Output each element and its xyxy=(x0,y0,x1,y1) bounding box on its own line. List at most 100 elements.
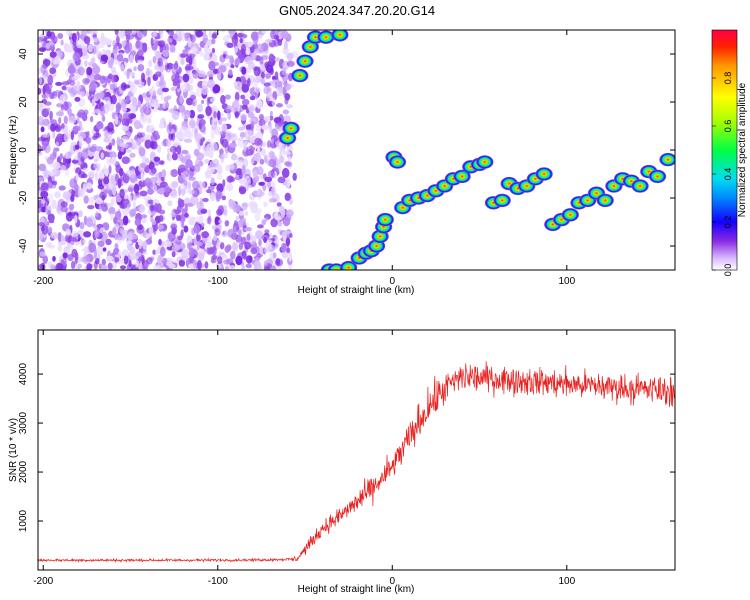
noise-speck xyxy=(52,35,58,44)
noise-speck xyxy=(261,30,267,34)
noise-speck xyxy=(180,248,190,258)
noise-speck xyxy=(210,98,214,103)
noise-speck xyxy=(158,160,165,165)
noise-speck xyxy=(254,137,262,146)
noise-speck xyxy=(183,225,189,233)
noise-speck xyxy=(281,145,286,153)
noise-speck xyxy=(175,249,179,256)
noise-speck xyxy=(244,227,253,232)
noise-speck xyxy=(292,172,297,181)
noise-speck xyxy=(107,122,114,132)
noise-speck xyxy=(285,161,293,167)
noise-speck xyxy=(207,164,215,174)
noise-speck xyxy=(170,169,178,178)
noise-speck xyxy=(260,78,266,85)
noise-speck xyxy=(169,44,176,53)
noise-speck xyxy=(179,153,184,162)
noise-speck xyxy=(145,157,149,164)
noise-speck xyxy=(100,152,105,159)
noise-speck xyxy=(57,244,63,252)
noise-speck xyxy=(81,112,88,121)
ridge-point xyxy=(648,169,667,184)
noise-speck xyxy=(200,181,206,188)
noise-speck xyxy=(216,164,223,175)
noise-speck xyxy=(224,245,231,253)
noise-speck xyxy=(55,111,64,117)
noise-speck xyxy=(181,170,190,181)
ridge-point xyxy=(282,121,301,136)
noise-speck xyxy=(210,177,215,186)
noise-speck xyxy=(285,209,294,217)
y-tick-label: -20 xyxy=(18,190,29,205)
noise-speck xyxy=(85,91,89,97)
noise-speck xyxy=(141,92,148,98)
noise-speck xyxy=(86,182,93,190)
noise-speck xyxy=(187,182,192,190)
noise-speck xyxy=(147,199,154,205)
noise-speck xyxy=(117,151,123,160)
noise-speck xyxy=(90,115,94,123)
snr-panel: -200 -100 0 100 1000 2000 3000 4000 Height of s… xyxy=(8,329,676,595)
noise-speck xyxy=(260,148,266,156)
noise-speck xyxy=(200,208,208,214)
noise-speck xyxy=(168,263,176,269)
noise-speck xyxy=(75,39,85,49)
snr-line xyxy=(38,361,675,563)
noise-speck xyxy=(101,264,108,270)
x-tick-label: -200 xyxy=(33,276,53,287)
noise-speck xyxy=(253,152,262,162)
noise-speck xyxy=(231,108,237,113)
noise-speck xyxy=(170,223,178,230)
noise-speck xyxy=(88,82,96,93)
noise-speck xyxy=(213,111,218,119)
y-tick-label: -40 xyxy=(18,238,29,253)
noise-speck xyxy=(147,124,155,134)
noise-speck xyxy=(171,181,179,188)
noise-speck xyxy=(270,265,276,270)
noise-speck xyxy=(169,211,176,218)
noise-speck xyxy=(179,93,184,105)
noise-speck xyxy=(158,40,166,48)
noise-speck xyxy=(181,221,185,229)
noise-speck xyxy=(282,150,291,156)
noise-speck xyxy=(92,37,98,43)
noise-speck xyxy=(160,176,165,182)
noise-speck xyxy=(161,87,169,93)
noise-speck xyxy=(284,83,292,91)
noise-speck xyxy=(63,101,69,111)
noise-speck xyxy=(159,80,164,87)
noise-speck xyxy=(121,198,130,205)
noise-speck xyxy=(38,163,47,172)
noise-speck xyxy=(211,38,216,45)
noise-speck xyxy=(134,120,142,130)
noise-speck xyxy=(126,70,130,80)
noise-speck xyxy=(171,152,178,161)
noise-speck xyxy=(81,173,88,179)
noise-speck xyxy=(256,208,262,214)
ridge-point xyxy=(388,155,407,169)
noise-speck xyxy=(281,167,290,179)
noise-speck xyxy=(77,66,86,76)
noise-speck xyxy=(197,114,205,119)
noise-speck xyxy=(158,122,165,129)
noise-speck xyxy=(114,210,122,221)
ridge-point xyxy=(475,155,494,169)
noise-speck xyxy=(55,147,60,152)
noise-speck xyxy=(46,242,52,248)
noise-speck xyxy=(177,52,181,61)
noise-speck xyxy=(98,263,103,270)
colorbar-tick-label: 0.8 xyxy=(723,72,733,85)
noise-speck xyxy=(257,224,264,229)
noise-speck xyxy=(155,71,162,78)
noise-speck xyxy=(153,225,157,235)
noise-speck xyxy=(196,259,202,270)
noise-speck xyxy=(86,217,93,228)
colorbar-ticks: 0.0 0.2 0.4 0.6 0.8 xyxy=(712,72,733,276)
noise-speck xyxy=(195,30,203,38)
noise-speck xyxy=(216,173,223,181)
noise-speck xyxy=(41,224,49,235)
noise-speck xyxy=(268,169,276,179)
noise-speck xyxy=(45,42,51,49)
noise-speck xyxy=(270,218,278,228)
noise-speck xyxy=(142,240,148,250)
